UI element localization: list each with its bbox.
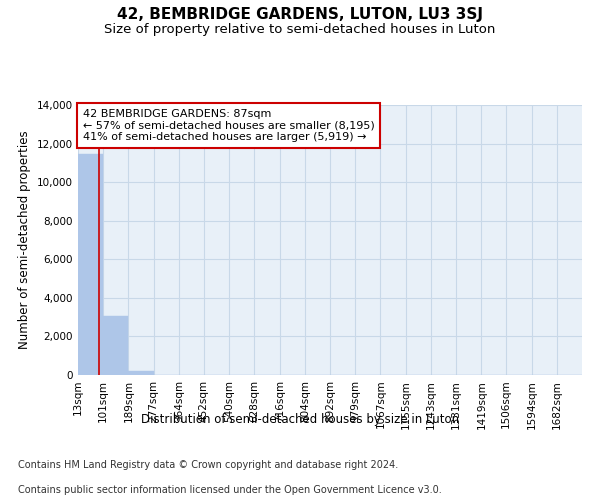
Bar	[128, 371, 154, 375]
Text: Contains HM Land Registry data © Crown copyright and database right 2024.: Contains HM Land Registry data © Crown c…	[18, 460, 398, 470]
Text: 42, BEMBRIDGE GARDENS, LUTON, LU3 3SJ: 42, BEMBRIDGE GARDENS, LUTON, LU3 3SJ	[117, 8, 483, 22]
Bar	[78, 154, 103, 375]
Text: Contains public sector information licensed under the Open Government Licence v3: Contains public sector information licen…	[18, 485, 442, 495]
Text: 42 BEMBRIDGE GARDENS: 87sqm
← 57% of semi-detached houses are smaller (8,195)
41: 42 BEMBRIDGE GARDENS: 87sqm ← 57% of sem…	[83, 109, 375, 142]
Text: Distribution of semi-detached houses by size in Luton: Distribution of semi-detached houses by …	[141, 412, 459, 426]
Y-axis label: Number of semi-detached properties: Number of semi-detached properties	[19, 130, 31, 350]
Text: Size of property relative to semi-detached houses in Luton: Size of property relative to semi-detach…	[104, 22, 496, 36]
Bar	[103, 316, 128, 375]
